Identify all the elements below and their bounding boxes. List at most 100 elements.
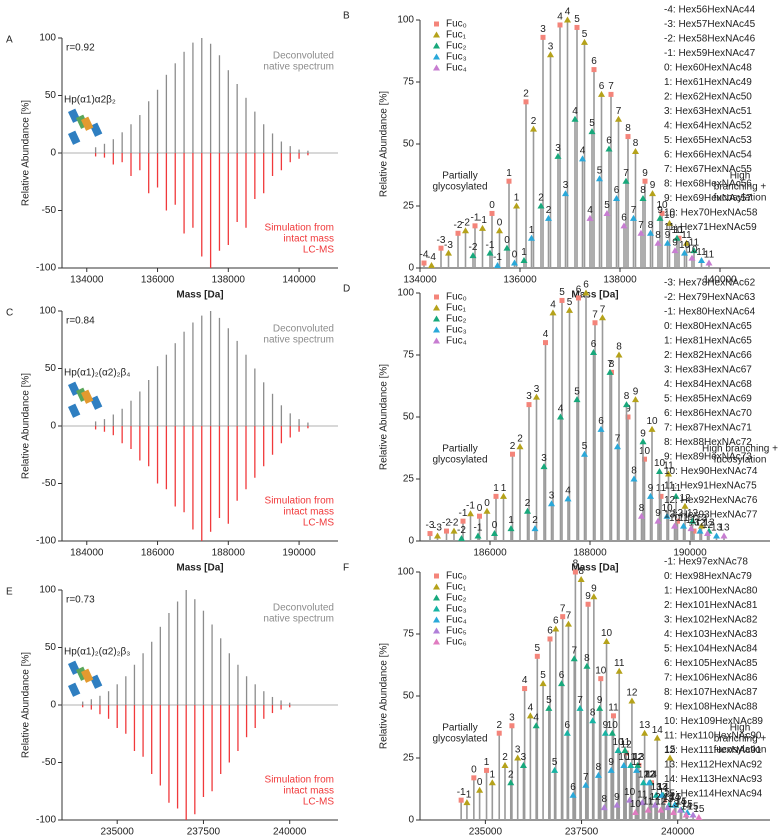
- peak-marker: [610, 713, 616, 719]
- peak-label: 7: [583, 772, 589, 783]
- composition-label: 12: Hex92HexNAc76: [664, 495, 758, 506]
- annotation: Partially: [442, 171, 478, 182]
- peak-marker: [548, 500, 555, 507]
- y-tick-label: 25: [403, 753, 415, 764]
- peak-marker: [579, 155, 586, 162]
- peak-label: 12: [655, 797, 667, 808]
- peak-label: 4: [528, 702, 534, 713]
- peak-label: 15: [688, 802, 700, 813]
- peak-label: 11: [686, 515, 697, 526]
- peak-label: 5: [589, 118, 595, 129]
- peak-label: 6: [547, 626, 553, 637]
- x-tick-label: 186000: [141, 548, 175, 559]
- peak-marker: [589, 717, 597, 724]
- peak-label: 0: [497, 217, 503, 228]
- composition-label: 9: Hex108HexNAc88: [664, 702, 758, 713]
- peak-label: 5: [597, 165, 603, 176]
- peak-label: -3: [444, 240, 453, 251]
- peak-marker: [608, 729, 616, 736]
- peak-label: 10: [686, 245, 698, 256]
- peak-marker: [630, 475, 638, 482]
- legend-label: Fuc₀: [446, 19, 467, 30]
- series-label: intact mass: [283, 234, 334, 245]
- peak-label: -1: [459, 508, 468, 519]
- peak-marker: [547, 51, 554, 58]
- composition-label: 10: Hex90HexNAc74: [664, 466, 758, 477]
- peak-marker: [540, 34, 546, 40]
- peak-marker: [520, 257, 528, 264]
- peak-marker: [477, 513, 482, 519]
- peak-label: 8: [625, 123, 631, 134]
- peak-marker: [638, 512, 645, 519]
- x-tick-label: 240000: [661, 827, 695, 835]
- composition-label: 13: Hex112HexNAc92: [664, 760, 763, 771]
- peak-marker: [506, 178, 512, 184]
- composition-label: 15: Hex114HexNAc94: [664, 789, 763, 800]
- legend-marker: [433, 605, 440, 612]
- peak-marker: [582, 781, 590, 788]
- composition-label: 9: Hex69HexNAc57: [664, 193, 752, 204]
- x-tick-label: 184000: [70, 548, 104, 559]
- glycoform-label: Hp(α1)₂(α2)₂β₃: [64, 647, 130, 658]
- legend-marker: [433, 304, 440, 311]
- peak-marker: [607, 766, 615, 773]
- peak-marker: [558, 680, 566, 687]
- legend-marker: [433, 64, 440, 71]
- y-tick-label: 75: [403, 350, 415, 361]
- x-tick-label: 138000: [212, 275, 246, 286]
- panel-label: D: [343, 284, 350, 295]
- y-tick-label: 0: [50, 700, 56, 711]
- peak-label: 10: [595, 665, 607, 676]
- composition-label: 6: Hex66HexNAc54: [664, 150, 752, 161]
- peak-marker: [445, 249, 452, 256]
- peak-label: 4: [550, 299, 556, 310]
- peak-label: 5: [582, 29, 588, 40]
- peak-label: 2: [538, 193, 544, 204]
- x-tick-label: 140000: [703, 275, 737, 286]
- peak-marker: [656, 214, 664, 221]
- peak-marker: [608, 91, 614, 97]
- peak-marker: [539, 680, 547, 687]
- composition-label: 8: Hex107HexNAc87: [664, 687, 758, 698]
- x-tick-label: 235000: [101, 827, 135, 835]
- composition-label: 3: Hex63HexNAc51: [664, 106, 752, 117]
- peak-label: 6: [553, 616, 559, 627]
- peak-marker: [613, 195, 620, 202]
- composition-label: 8: Hex88HexNAc72: [664, 437, 752, 448]
- peak-marker: [599, 314, 606, 321]
- peak-marker: [698, 522, 705, 529]
- y-tick-label: -100: [36, 536, 56, 547]
- peak-marker: [596, 175, 603, 182]
- peak-label: 5: [574, 14, 580, 25]
- y-tick-label: -50: [42, 205, 57, 216]
- peak-marker: [654, 517, 662, 524]
- peak-marker: [573, 396, 581, 403]
- legend-marker: [434, 21, 439, 27]
- annotation: branching +: [714, 182, 767, 193]
- composition-label: 6: Hex105HexNAc85: [664, 658, 758, 669]
- peak-marker: [652, 791, 660, 798]
- peak-marker: [671, 247, 679, 254]
- peak-marker: [588, 128, 596, 135]
- composition-label: 9: Hex89HexNAc73: [664, 452, 752, 463]
- peak-label: -1: [471, 212, 480, 223]
- peak-marker: [532, 722, 540, 729]
- y-tick-label: 50: [403, 412, 415, 423]
- peak-label: 3: [563, 180, 569, 191]
- peak-marker: [564, 620, 572, 627]
- peak-label: 12: [679, 493, 691, 504]
- peak-marker: [671, 522, 678, 529]
- peak-marker: [632, 147, 639, 154]
- legend-label: Fuc₃: [446, 52, 467, 63]
- peak-marker: [688, 254, 696, 261]
- legend-marker: [433, 42, 440, 49]
- peak-label: -3: [426, 520, 435, 531]
- peak-label: 6: [559, 670, 565, 681]
- peak-label: 11: [643, 797, 654, 808]
- peak-label: 15: [670, 792, 682, 803]
- peak-label: 3: [526, 391, 532, 402]
- peak-marker: [682, 811, 690, 818]
- peak-label: 12: [672, 508, 684, 519]
- peak-label: 9: [650, 180, 656, 191]
- peak-label: 13: [668, 799, 680, 810]
